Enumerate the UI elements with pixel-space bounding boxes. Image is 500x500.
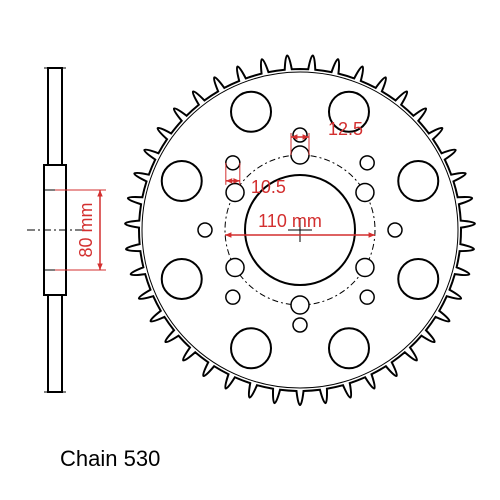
- sprocket-diagram: 80 mm 110 mm 12.5 10.5: [0, 0, 500, 500]
- svg-text:80 mm: 80 mm: [76, 202, 96, 257]
- chain-spec-label: Chain 530: [60, 446, 160, 472]
- svg-text:10.5: 10.5: [251, 177, 286, 197]
- svg-text:110 mm: 110 mm: [258, 211, 322, 231]
- side-profile: [27, 68, 83, 392]
- svg-text:12.5: 12.5: [328, 119, 363, 139]
